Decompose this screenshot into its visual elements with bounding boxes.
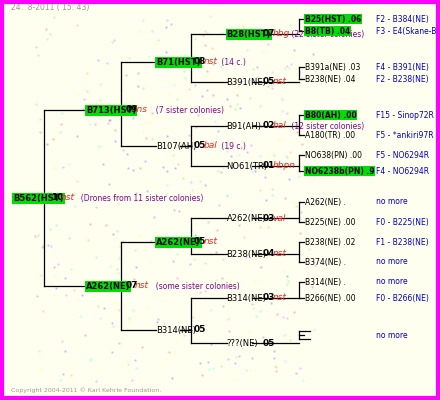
Text: nst: nst — [273, 294, 287, 302]
Text: B314(NE): B314(NE) — [227, 294, 267, 302]
Text: no more: no more — [376, 198, 408, 206]
Text: A262(NE): A262(NE) — [156, 238, 201, 246]
Text: B238(NE): B238(NE) — [227, 250, 267, 258]
Text: no more: no more — [376, 331, 408, 340]
Text: B71(HST): B71(HST) — [156, 58, 201, 66]
Text: (some sister colonies): (some sister colonies) — [151, 282, 240, 290]
Text: 01: 01 — [263, 162, 275, 170]
Text: 02: 02 — [263, 122, 275, 130]
Text: F4 - B391(NE): F4 - B391(NE) — [376, 63, 429, 72]
Text: B225(NE) .00: B225(NE) .00 — [305, 218, 356, 226]
Text: (12 sister colonies): (12 sister colonies) — [289, 122, 364, 130]
Text: 07: 07 — [125, 282, 138, 290]
Text: 05: 05 — [194, 142, 206, 150]
Text: bal: bal — [203, 142, 217, 150]
Text: 08: 08 — [194, 58, 206, 66]
Text: 09: 09 — [125, 106, 138, 114]
Text: 05: 05 — [263, 78, 275, 86]
Text: ???(NE): ???(NE) — [227, 339, 258, 348]
Text: B28(HST): B28(HST) — [227, 30, 271, 38]
Text: hbpn: hbpn — [273, 162, 296, 170]
Text: nst: nst — [135, 282, 149, 290]
Text: B25(HST) .06: B25(HST) .06 — [305, 15, 361, 24]
Text: 24.  8-2011 ( 15: 43): 24. 8-2011 ( 15: 43) — [11, 3, 89, 12]
Text: A262(NE): A262(NE) — [86, 282, 130, 290]
Text: val: val — [273, 214, 286, 222]
Text: nst: nst — [203, 238, 217, 246]
Text: F0 - B225(NE): F0 - B225(NE) — [376, 218, 429, 226]
Text: no more: no more — [376, 278, 408, 286]
Text: F2 - B384(NE): F2 - B384(NE) — [376, 15, 429, 24]
Text: nst: nst — [203, 58, 217, 66]
Text: A262(NE): A262(NE) — [227, 214, 266, 222]
Text: ins: ins — [135, 106, 148, 114]
Text: Copyright 2004-2011 © Karl Kehrle Foundation.: Copyright 2004-2011 © Karl Kehrle Founda… — [11, 387, 161, 393]
Text: 05: 05 — [194, 238, 206, 246]
Text: B391(NE): B391(NE) — [227, 78, 267, 86]
Text: bal: bal — [273, 122, 286, 130]
Text: F15 - Sinop72R: F15 - Sinop72R — [376, 111, 434, 120]
Text: nst: nst — [273, 250, 287, 258]
Text: (19 c.): (19 c.) — [219, 142, 246, 150]
Text: (Drones from 11 sister colonies): (Drones from 11 sister colonies) — [76, 194, 203, 202]
Text: 05: 05 — [263, 339, 275, 348]
Text: F4 - NO6294R: F4 - NO6294R — [376, 167, 429, 176]
Text: B91(AH): B91(AH) — [227, 122, 262, 130]
Text: B562(HST): B562(HST) — [13, 194, 64, 202]
Text: NO6238b(PN) .9: NO6238b(PN) .9 — [305, 167, 374, 176]
Text: 04: 04 — [263, 250, 275, 258]
Text: 03: 03 — [263, 214, 275, 222]
Text: F2 - B238(NE): F2 - B238(NE) — [376, 75, 429, 84]
Text: B80(AH) .00: B80(AH) .00 — [305, 111, 357, 120]
Text: nst: nst — [60, 194, 74, 202]
Text: no more: no more — [376, 258, 408, 266]
Text: NO638(PN) .00: NO638(PN) .00 — [305, 151, 362, 160]
Text: 05: 05 — [194, 326, 206, 334]
Text: 03: 03 — [263, 294, 275, 302]
Text: A262(NE) .: A262(NE) . — [305, 198, 346, 206]
Text: F3 - E4(Skane-B): F3 - E4(Skane-B) — [376, 27, 440, 36]
Text: F0 - B266(NE): F0 - B266(NE) — [376, 294, 429, 302]
Text: A180(TR) .00: A180(TR) .00 — [305, 131, 355, 140]
Text: F1 - B238(NE): F1 - B238(NE) — [376, 238, 429, 246]
Text: B238(NE) .04: B238(NE) .04 — [305, 75, 356, 84]
Text: hbg: hbg — [273, 30, 290, 38]
Text: B107(AH): B107(AH) — [156, 142, 197, 150]
Text: B314(NE): B314(NE) — [156, 326, 196, 334]
Text: B314(NE) .: B314(NE) . — [305, 278, 346, 286]
Text: nst: nst — [273, 78, 287, 86]
Text: (7 sister colonies): (7 sister colonies) — [151, 106, 224, 114]
Text: B266(NE) .00: B266(NE) .00 — [305, 294, 356, 302]
Text: B713(HST): B713(HST) — [86, 106, 136, 114]
Text: B374(NE) .: B374(NE) . — [305, 258, 346, 266]
Text: NO61(TR): NO61(TR) — [227, 162, 268, 170]
Text: (14 c.): (14 c.) — [219, 58, 246, 66]
Text: (22 sister colonies): (22 sister colonies) — [289, 30, 364, 38]
Text: B238(NE) .02: B238(NE) .02 — [305, 238, 355, 246]
Text: 10: 10 — [51, 194, 63, 202]
Text: F5 - *ankiri97R: F5 - *ankiri97R — [376, 131, 434, 140]
Text: B391a(NE) .03: B391a(NE) .03 — [305, 63, 360, 72]
Text: 07: 07 — [263, 30, 275, 38]
Text: B8(TB) .04: B8(TB) .04 — [305, 27, 350, 36]
Text: F5 - NO6294R: F5 - NO6294R — [376, 151, 429, 160]
